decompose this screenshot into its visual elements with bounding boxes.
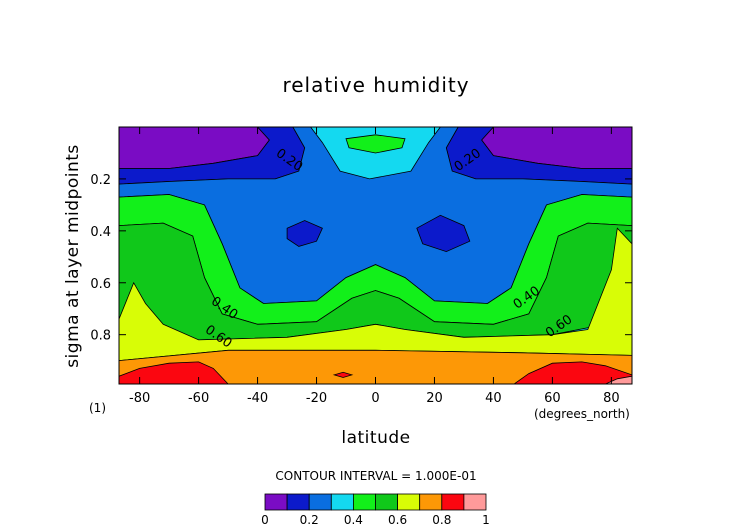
colorbar-swatch: [463, 493, 487, 511]
colorbar-tick-label: 0.6: [388, 513, 407, 527]
x-tick-label: 60: [544, 391, 561, 406]
colorbar-swatch: [352, 493, 376, 511]
contour-labels: 0.20 0.200.40 0.400.60 0.60: [202, 146, 575, 351]
colorbar-swatch: [330, 493, 354, 511]
colorbar-swatch: [441, 493, 465, 511]
contour-region: [513, 361, 632, 384]
y-tick-label: 0.8: [90, 329, 111, 344]
colorbar-tick-label: 0.4: [344, 513, 363, 527]
x-tick-label: 80: [603, 391, 620, 406]
contour-region: [119, 361, 229, 384]
colorbar-tick-label: 0: [261, 513, 269, 527]
colorbar-tick-label: 0.2: [300, 513, 319, 527]
x-tick-label: 20: [426, 391, 443, 406]
x-tick-label: -80: [129, 391, 150, 406]
contour-region: [605, 375, 632, 384]
colorbar-swatch: [308, 493, 332, 511]
contour-region: [416, 214, 471, 253]
panel-label: (1): [89, 401, 106, 415]
x-tick-label: -20: [306, 391, 327, 406]
colorbar-swatch: [419, 493, 443, 511]
colorbar-swatch: [264, 493, 288, 511]
x-tick-label: -60: [188, 391, 209, 406]
contour-region: [345, 134, 406, 154]
contour-plot: 0.20 0.200.40 0.400.60 0.60 -80 -60 -40 -20 0 20…: [90, 126, 633, 406]
y-tick-label: 0.6: [90, 277, 111, 292]
x-axis-label: latitude: [341, 428, 410, 448]
colorbar-swatch: [286, 493, 310, 511]
colorbar-tick-label: 1: [482, 513, 490, 527]
y-tick-label: 0.4: [90, 225, 111, 240]
colorbar-tick-label: 0.8: [432, 513, 451, 527]
contour-region: [286, 220, 323, 247]
colorbar-swatch: [375, 493, 399, 511]
x-tick-label: 0: [371, 391, 379, 406]
colorbar-swatch: [397, 493, 421, 511]
colorbar: 0 0.2 0.4 0.6 0.8 1: [261, 493, 490, 527]
x-units-label: (degrees_north): [534, 407, 630, 421]
contour-region: [332, 371, 354, 378]
contour-interval-note: CONTOUR INTERVAL = 1.000E-01: [275, 469, 476, 483]
y-axis: 0.2 0.4 0.6 0.8: [90, 173, 632, 344]
x-tick-label: 40: [485, 391, 502, 406]
contour-region: [119, 349, 632, 384]
y-axis-label: sigma at layer midpoints: [63, 144, 83, 368]
filled-contour-regions: [119, 127, 632, 384]
y-tick-label: 0.2: [90, 173, 111, 188]
chart-title: relative humidity: [282, 73, 469, 97]
x-axis: -80 -60 -40 -20 0 20 40 60 80: [129, 127, 620, 406]
x-tick-label: -40: [247, 391, 268, 406]
